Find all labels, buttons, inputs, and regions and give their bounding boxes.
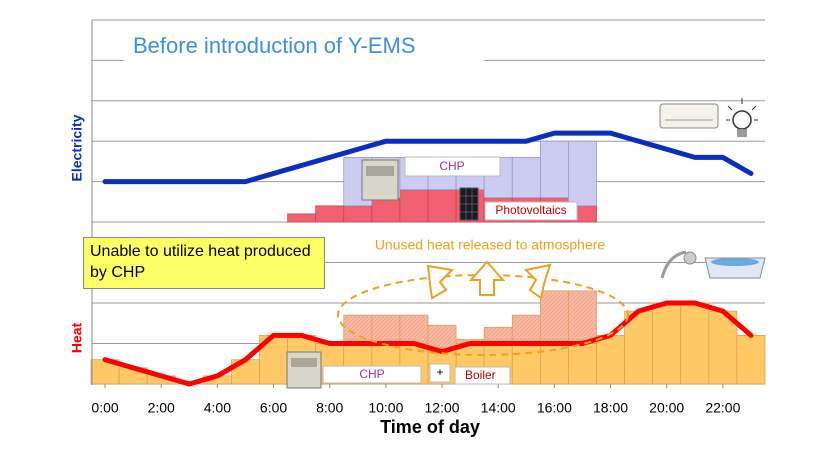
x-tick-label: 8:00 [316, 400, 343, 416]
x-tick-label: 14:00 [481, 400, 516, 416]
x-tick-label: 0:00 [91, 400, 118, 416]
bulb-icon [726, 98, 758, 137]
arrow [523, 263, 552, 300]
bar [568, 290, 597, 344]
x-tick-label: 12:00 [425, 400, 460, 416]
y-axis-label: Electricity [69, 114, 85, 181]
bar [427, 189, 457, 223]
chp-icon [361, 159, 399, 201]
series-label: Photovoltaics [495, 203, 566, 217]
arrow [468, 260, 506, 296]
title-box [124, 32, 484, 62]
annotation: Unused heat released to atmosphere [375, 237, 606, 253]
bar [371, 197, 401, 223]
bar [399, 314, 429, 344]
bar [568, 140, 597, 207]
bar [680, 302, 710, 385]
bar [371, 314, 401, 344]
arrow [426, 264, 455, 300]
series-label: CHP [439, 159, 464, 173]
bar [427, 324, 457, 350]
x-tick-label: 4:00 [204, 400, 231, 416]
x-tick-label: 18:00 [593, 400, 628, 416]
bar [568, 343, 597, 385]
label-box [484, 201, 578, 221]
label-box [322, 365, 422, 384]
x-tick-label: 22:00 [705, 400, 740, 416]
annotation: + [436, 365, 443, 379]
x-tick-label: 2:00 [148, 400, 175, 416]
bar [652, 302, 682, 385]
bar [511, 157, 541, 199]
bar [343, 205, 373, 223]
chp-icon [286, 351, 322, 389]
label-box [429, 363, 451, 383]
bar [539, 290, 569, 344]
bar [399, 189, 429, 223]
bar [511, 343, 541, 385]
label-box [454, 366, 511, 385]
air-conditioner-icon [659, 103, 719, 129]
bar [736, 335, 766, 385]
annotation: Boiler [465, 368, 496, 382]
bar [287, 213, 317, 223]
line [102, 300, 754, 387]
bar [315, 205, 345, 223]
chart-title: Before introduction of Y-EMS [133, 33, 416, 58]
x-tick-label: 10:00 [368, 400, 403, 416]
bar [343, 314, 373, 344]
x-tick-label: 6:00 [260, 400, 287, 416]
solar-panel-icon [459, 187, 479, 221]
bar [539, 140, 569, 199]
annotation-box: Unable to utilize heat produced by CHP [83, 237, 325, 289]
x-axis-label: Time of day [380, 417, 480, 437]
x-tick-label: 20:00 [649, 400, 684, 416]
bath-icon [660, 250, 766, 279]
line [102, 130, 754, 185]
bar [708, 310, 738, 385]
bar [511, 314, 541, 344]
y-axis-label: Heat [69, 322, 85, 353]
label-box [404, 156, 501, 177]
annotation: CHP [359, 367, 384, 381]
x-tick-label: 16:00 [537, 400, 572, 416]
bar [596, 335, 625, 385]
